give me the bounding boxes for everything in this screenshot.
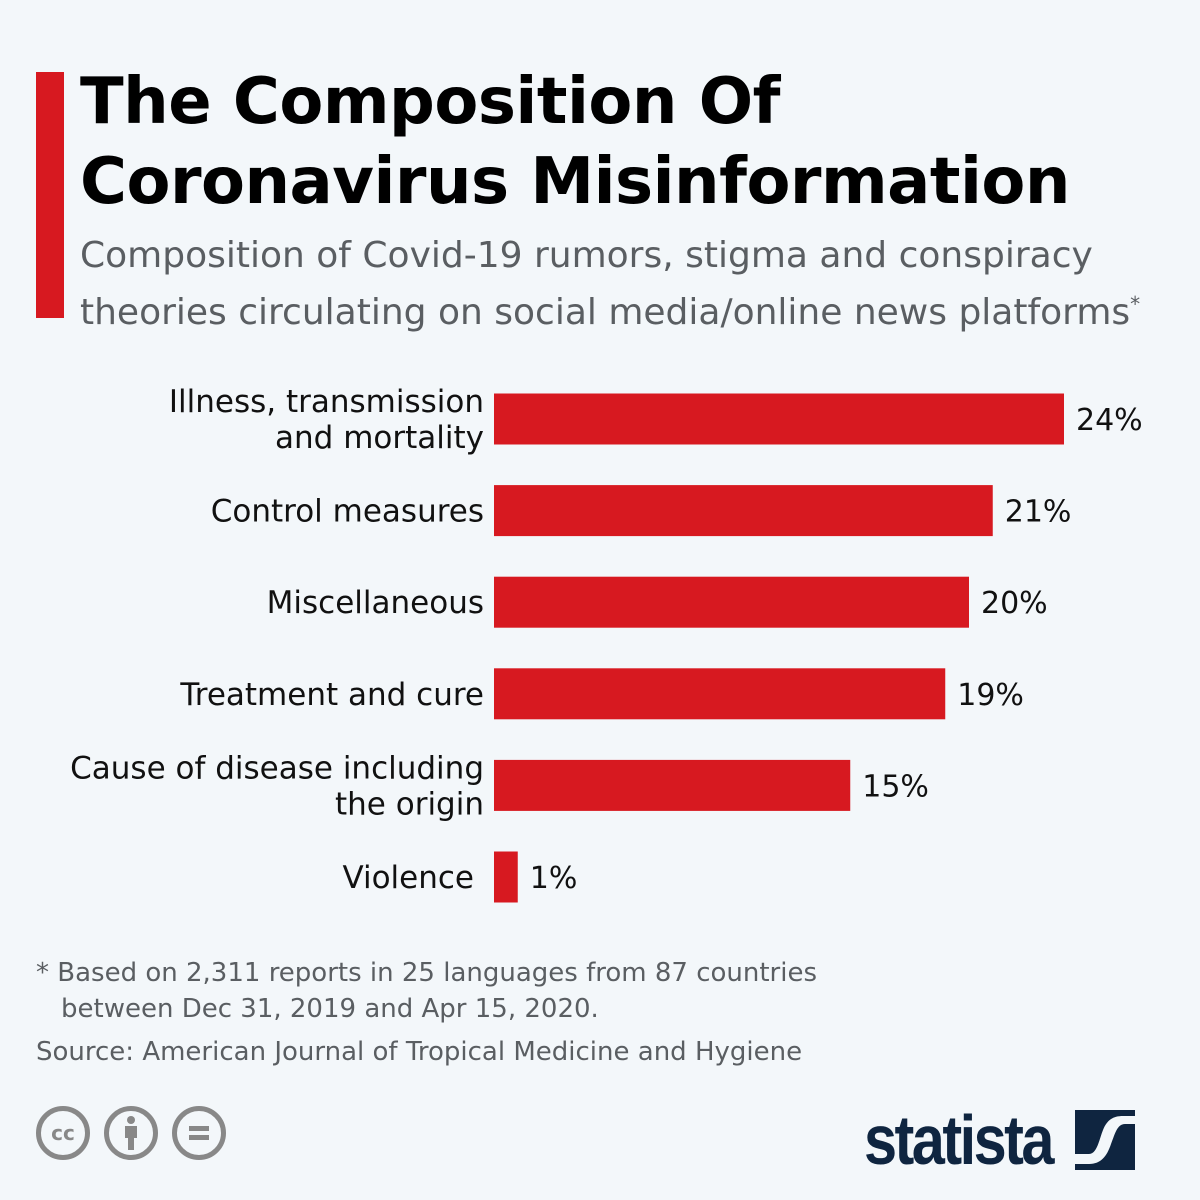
statista-logo-icon bbox=[1075, 1110, 1136, 1170]
category-label: Violence bbox=[342, 860, 474, 896]
attribution-icon[interactable] bbox=[104, 1106, 158, 1160]
title-accent-bar bbox=[36, 72, 64, 318]
value-label: 15% bbox=[862, 769, 929, 804]
value-label: 24% bbox=[1076, 403, 1143, 438]
title-line-1: The Composition Of bbox=[80, 65, 780, 139]
source: Source: American Journal of Tropical Med… bbox=[36, 1037, 803, 1067]
no-derivatives-icon[interactable] bbox=[172, 1106, 226, 1160]
category-label: Treatment and cure bbox=[179, 677, 484, 713]
bar bbox=[494, 851, 518, 903]
bar bbox=[494, 576, 969, 628]
category-label: Cause of disease including bbox=[70, 750, 484, 786]
category-label: Control measures bbox=[211, 494, 484, 530]
license-icons: cc bbox=[36, 1106, 226, 1160]
value-label: 21% bbox=[1005, 495, 1072, 530]
bar bbox=[494, 393, 1064, 445]
value-label: 1% bbox=[530, 861, 578, 896]
subtitle: Composition of Covid-19 rumors, stigma a… bbox=[80, 232, 1190, 337]
subtitle-text: Composition of Covid-19 rumors, stigma a… bbox=[80, 235, 1131, 333]
footnote-line-1: * Based on 2,311 reports in 25 languages… bbox=[36, 958, 818, 988]
page-title: The Composition Of Coronavirus Misinform… bbox=[80, 62, 1070, 222]
bar bbox=[494, 668, 946, 720]
category-label: Illness, transmission bbox=[169, 384, 484, 420]
footnote: * Based on 2,311 reports in 25 languages… bbox=[36, 955, 817, 1027]
subtitle-footnote-mark: * bbox=[1130, 292, 1141, 316]
statista-logo[interactable]: statista bbox=[864, 1100, 1136, 1180]
category-label: the origin bbox=[335, 786, 484, 822]
title-line-2: Coronavirus Misinformation bbox=[80, 145, 1070, 219]
logo-text: statista bbox=[864, 1101, 1054, 1179]
value-label: 20% bbox=[981, 586, 1048, 621]
bar bbox=[494, 485, 993, 537]
cc-icon[interactable]: cc bbox=[36, 1106, 90, 1160]
category-label: and mortality bbox=[275, 420, 484, 456]
value-label: 19% bbox=[957, 678, 1024, 713]
bar bbox=[494, 759, 851, 811]
footnote-line-2: between Dec 31, 2019 and Apr 15, 2020. bbox=[61, 994, 599, 1024]
category-label: Miscellaneous bbox=[267, 585, 484, 621]
